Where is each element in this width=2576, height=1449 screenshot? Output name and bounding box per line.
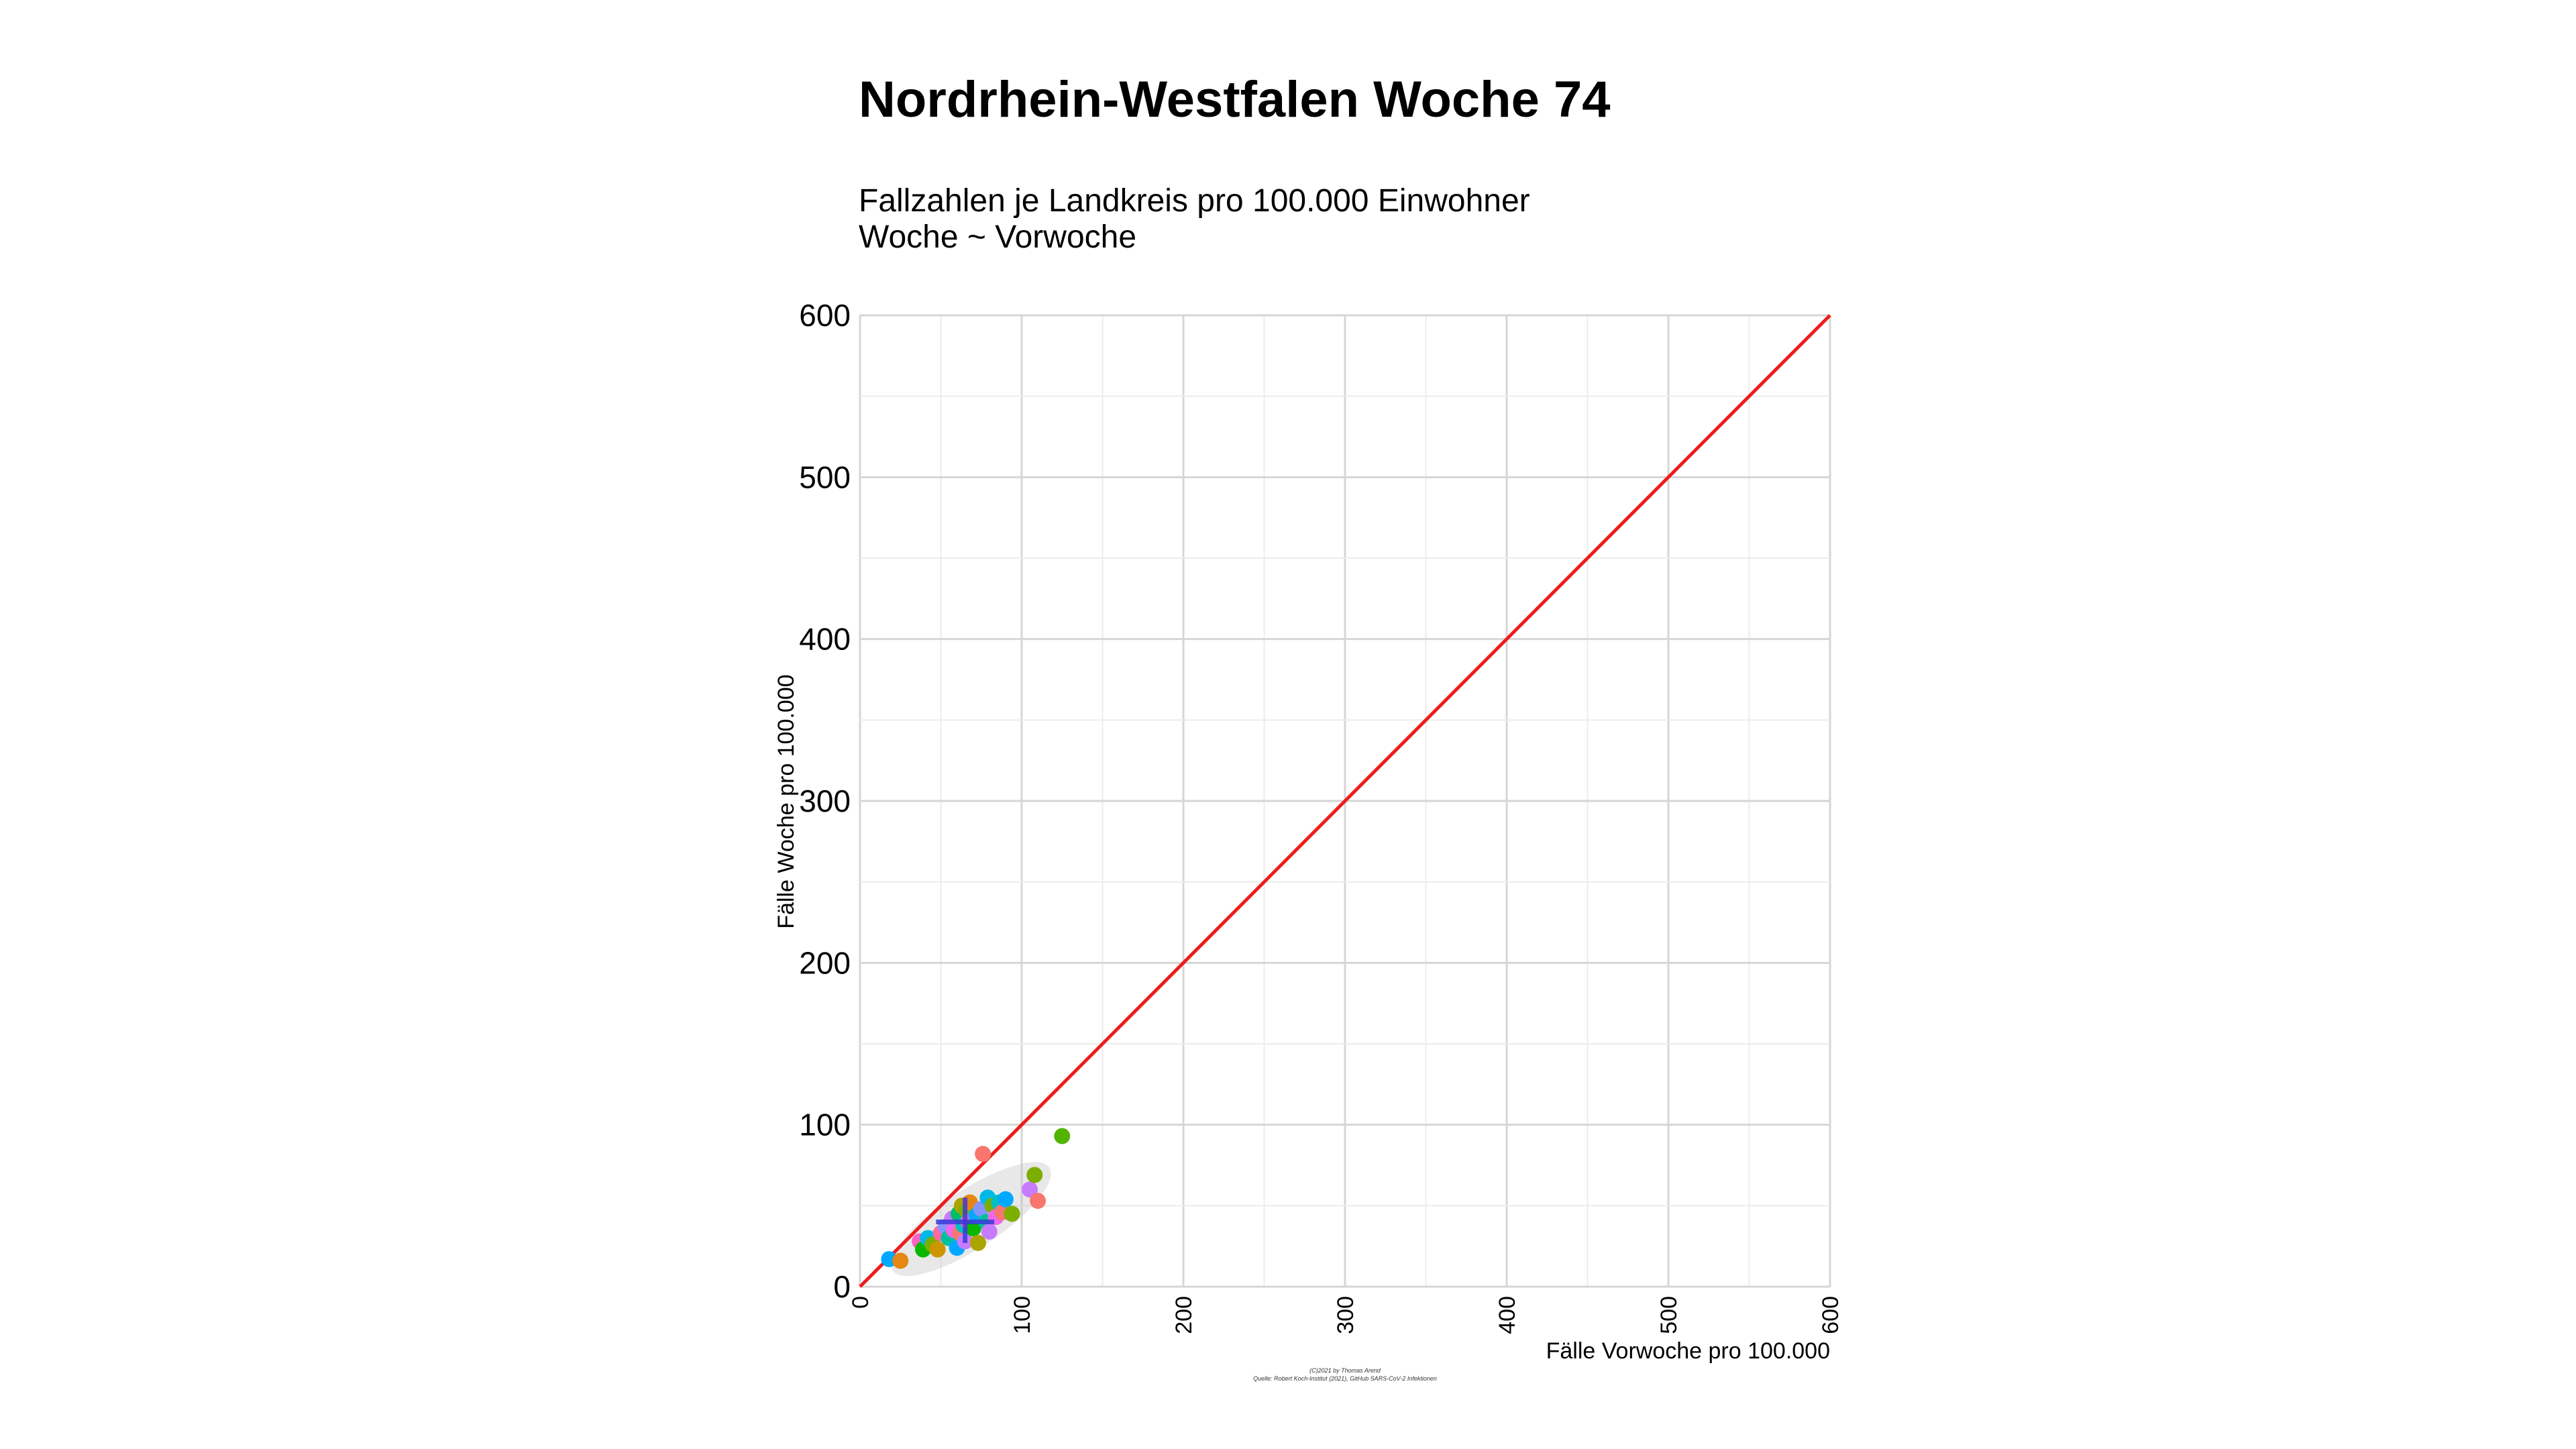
data-point: [965, 1220, 981, 1237]
x-tick-label: 0: [848, 1296, 873, 1309]
data-point: [1054, 1128, 1071, 1144]
data-point: [1026, 1167, 1043, 1183]
data-point: [969, 1234, 986, 1251]
y-tick-label: 100: [799, 1108, 851, 1142]
data-point: [1022, 1181, 1038, 1198]
data-point: [981, 1223, 998, 1240]
y-tick-label: 600: [799, 298, 851, 333]
y-tick-label: 400: [799, 622, 851, 657]
data-point: [997, 1191, 1014, 1208]
data-point: [929, 1241, 946, 1258]
data-point: [975, 1146, 991, 1163]
x-tick-label: 600: [1818, 1296, 1843, 1334]
y-axis-title: Fälle Woche pro 100.000: [773, 674, 799, 928]
x-tick-label: 300: [1333, 1296, 1358, 1334]
x-tick-label: 500: [1656, 1296, 1682, 1334]
y-tick-label: 200: [799, 945, 851, 980]
x-tick-label: 100: [1010, 1296, 1035, 1334]
caption-line-1: (C)2021 by Thomas Arend: [1309, 1367, 1381, 1374]
y-tick-label: 500: [799, 460, 851, 494]
y-tick-label: 300: [799, 784, 851, 818]
data-points: [881, 1128, 1071, 1269]
y-tick-label: 0: [833, 1269, 851, 1304]
grid: [859, 314, 1831, 1288]
x-axis-title: Fälle Vorwoche pro 100.000: [1546, 1338, 1830, 1364]
axis-ticks: 0 100 200 300 400 500 600 0 100 200 300 400 500 600: [799, 298, 1843, 1334]
median-cross: [936, 1197, 995, 1243]
reference-line: [859, 314, 1831, 1288]
x-tick-label: 400: [1495, 1296, 1520, 1334]
data-point: [1004, 1205, 1020, 1222]
caption-line-2: Quelle: Robert Koch-Institut (2021), Git…: [1253, 1375, 1437, 1382]
chart-subtitle-line-1: Fallzahlen je Landkreis pro 100.000 Einw…: [859, 183, 1530, 219]
data-point: [1030, 1193, 1046, 1210]
x-tick-label: 200: [1171, 1296, 1197, 1334]
reference-line-layer: [859, 314, 1831, 1288]
chart-title: Nordrhein-Westfalen Woche 74: [859, 71, 1611, 128]
data-point: [892, 1252, 909, 1269]
chart-subtitle-line-2: Woche ~ Vorwoche: [859, 219, 1137, 255]
